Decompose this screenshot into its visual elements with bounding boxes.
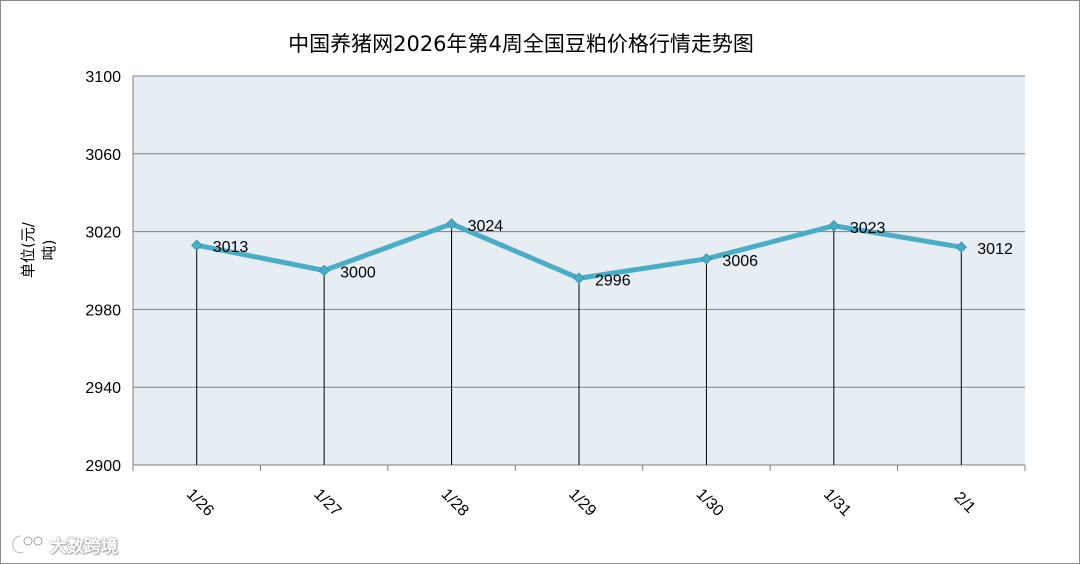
data-label: 3000 <box>340 265 376 282</box>
x-tick-label: 1/31 <box>820 486 854 520</box>
logo-icon <box>11 534 43 555</box>
x-tick-label: 1/27 <box>310 486 344 520</box>
x-tick-label: 1/28 <box>438 486 472 520</box>
data-label: 2996 <box>595 272 631 289</box>
data-point <box>573 272 585 284</box>
data-label: 3023 <box>850 220 886 237</box>
x-tick-label: 1/30 <box>693 486 727 520</box>
data-label: 3024 <box>468 218 504 235</box>
watermark: 大数跨境 <box>11 532 118 557</box>
x-tick-label: 2/1 <box>951 489 979 517</box>
data-label: 3006 <box>722 253 758 270</box>
x-tick-label: 1/26 <box>183 486 217 520</box>
y-tick-label: 2980 <box>85 302 121 319</box>
y-tick-label: 3020 <box>85 225 121 242</box>
x-tick-label: 1/29 <box>565 486 599 520</box>
data-label: 3012 <box>977 241 1013 258</box>
chart-title: 中国养猪网2026年第4周全国豆粕价格行情走势图 <box>288 32 754 56</box>
data-point <box>445 218 458 230</box>
data-label: 3013 <box>213 239 249 256</box>
y-tick-label: 3060 <box>85 147 121 164</box>
y-tick-label: 2900 <box>85 458 121 475</box>
y-tick-label: 3100 <box>85 69 121 86</box>
data-point <box>955 241 967 253</box>
data-point <box>318 264 330 277</box>
watermark-text: 大数跨境 <box>50 536 118 557</box>
data-point <box>191 239 203 251</box>
data-point <box>700 253 713 265</box>
data-point <box>828 220 840 232</box>
y-tick-label: 2940 <box>85 380 121 397</box>
